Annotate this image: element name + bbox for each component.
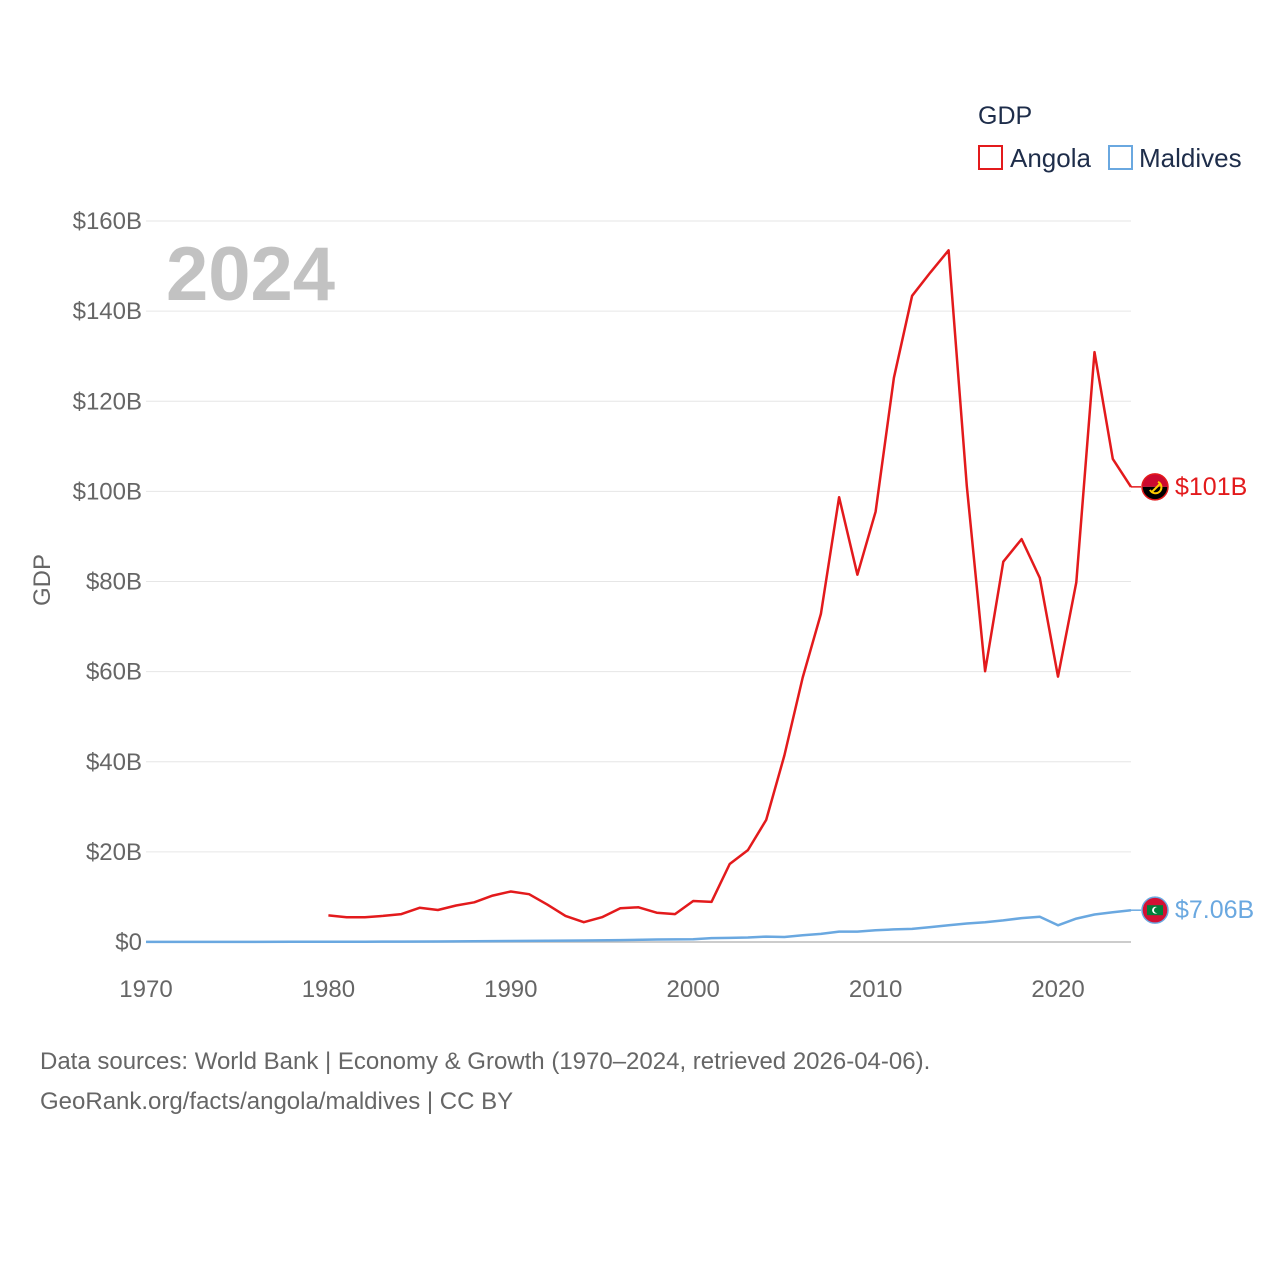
end-markers: $101B $7.06B bbox=[1131, 473, 1254, 924]
legend-swatch-maldives bbox=[1108, 145, 1133, 170]
year-watermark: 2024 bbox=[166, 232, 335, 317]
x-axis-ticks: 1970 1980 1990 2000 2010 2020 bbox=[119, 976, 1084, 1003]
legend-label-maldives: Maldives bbox=[1139, 143, 1242, 173]
grid-lines bbox=[146, 220, 1131, 943]
x-tick-label: 2010 bbox=[849, 976, 902, 1003]
y-tick-label: $80B bbox=[86, 569, 142, 596]
x-tick-label: 1970 bbox=[119, 976, 172, 1003]
y-tick-label: $120B bbox=[73, 388, 142, 415]
y-tick-label: $160B bbox=[73, 208, 142, 235]
end-value-label-maldives: $7.06B bbox=[1175, 896, 1254, 924]
x-tick-label: 2020 bbox=[1031, 976, 1084, 1003]
y-tick-label: $20B bbox=[86, 839, 142, 866]
angola-flag-icon bbox=[1141, 473, 1169, 501]
y-axis-label: GDP bbox=[29, 554, 56, 606]
source-line-2: GeoRank.org/facts/angola/maldives | CC B… bbox=[40, 1088, 514, 1115]
legend-swatch-angola bbox=[978, 145, 1003, 170]
x-tick-label: 1990 bbox=[484, 976, 537, 1003]
series-line-angola bbox=[328, 249, 1133, 924]
series-line-maldives bbox=[146, 908, 1132, 944]
legend-title: GDP bbox=[978, 102, 1032, 130]
end-value-label-angola: $101B bbox=[1175, 473, 1247, 501]
source-line-1: Data sources: World Bank | Economy & Gro… bbox=[40, 1048, 931, 1075]
y-tick-label: $60B bbox=[86, 659, 142, 686]
legend-label-angola: Angola bbox=[1010, 143, 1091, 173]
y-axis-ticks: $0 $20B $40B $60B $80B $100B $120B $140B $160B bbox=[73, 208, 142, 956]
y-tick-label: $0 bbox=[115, 929, 142, 956]
series-lines bbox=[146, 249, 1133, 944]
y-tick-label: $40B bbox=[86, 749, 142, 776]
legend[interactable]: GDP Angola Maldives bbox=[978, 102, 1242, 173]
source-note: Data sources: World Bank | Economy & Gro… bbox=[40, 1042, 1240, 1122]
x-tick-label: 2000 bbox=[667, 976, 720, 1003]
gdp-line-chart: $0 $20B $40B $60B $80B $100B $120B $140B $160B 1… bbox=[29, 102, 1254, 1003]
x-tick-label: 1980 bbox=[302, 976, 355, 1003]
y-tick-label: $100B bbox=[73, 478, 142, 505]
legend-item-maldives[interactable]: Maldives bbox=[1108, 143, 1242, 173]
maldives-flag-icon bbox=[1141, 896, 1169, 924]
y-tick-label: $140B bbox=[73, 298, 142, 325]
legend-item-angola[interactable]: Angola bbox=[978, 143, 1091, 173]
